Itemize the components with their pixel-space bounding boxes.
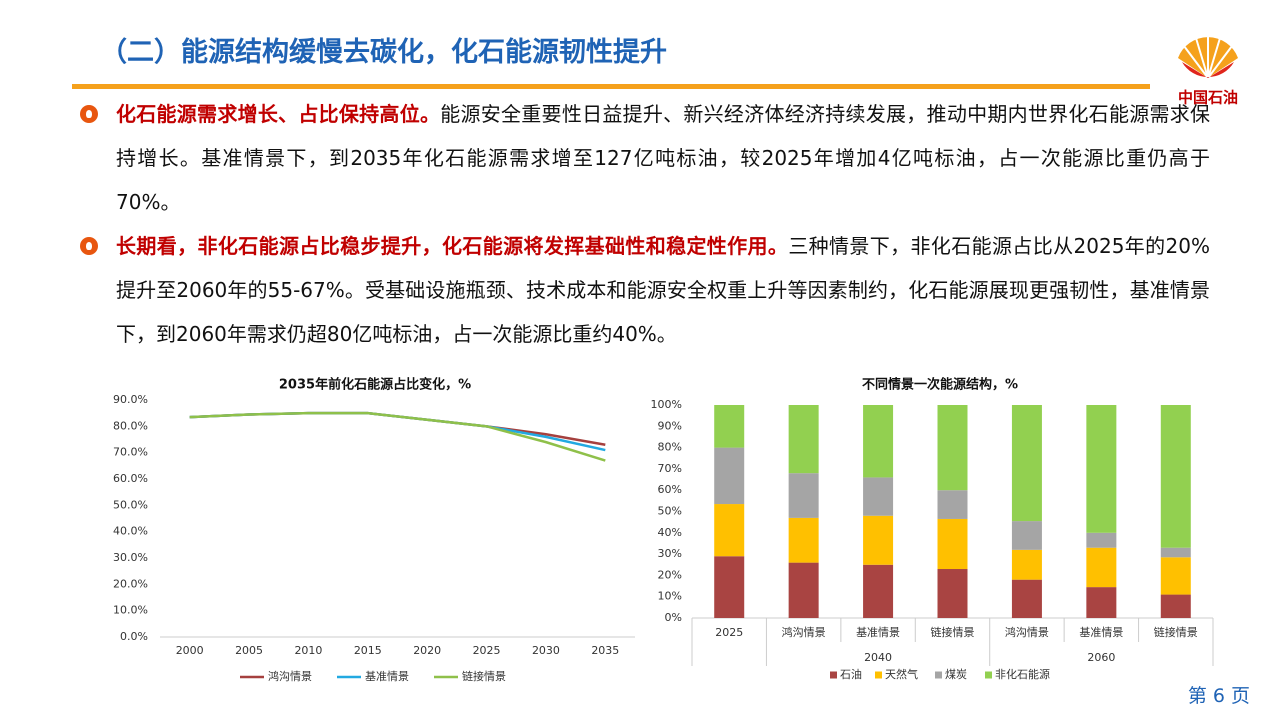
bar-segment [937, 490, 968, 519]
series-line [189, 411, 606, 446]
y-tick-label: 40.0% [113, 525, 148, 538]
legend-label: 石油 [840, 667, 862, 681]
bullet-text: 能源安全重要性日益提升、新兴经济体经济持续发展，推动中期内世界化石能源需求保持增… [116, 102, 1211, 214]
bar-segment [1160, 594, 1191, 618]
legend-label: 基准情景 [365, 670, 409, 683]
bar-segment [714, 556, 745, 618]
x-tick-label: 基准情景 [1079, 626, 1123, 639]
y-tick-label: 10.0% [113, 604, 148, 617]
y-tick-label: 70.0% [113, 446, 148, 459]
bar-segment [937, 518, 968, 570]
x-tick-label: 链接情景 [931, 625, 975, 639]
stacked-bar-chart: 不同情景一次能源结构，% 0% 10% 20% 30% 40% 50% 60% 70% 80% 90… [651, 377, 1214, 681]
logo-mark [1178, 34, 1238, 79]
bullet-highlight: 长期看，非化石能源占比稳步提升，化石能源将发挥基础性和稳定性作用。 [116, 234, 789, 258]
y-tick-label: 80.0% [113, 419, 148, 432]
bar-segment [788, 473, 819, 518]
legend-label: 天然气 [885, 667, 918, 681]
y-tick-label: 60.0% [113, 472, 148, 485]
x-tick-label: 基准情景 [856, 626, 900, 639]
bar-segment [1011, 549, 1042, 580]
bar-segment [863, 405, 894, 478]
series-line [189, 411, 606, 462]
y-tick-label: 30.0% [113, 551, 148, 564]
bar-segment [937, 405, 968, 491]
bullet: 化石能源需求增长、占比保持高位。能源安全重要性日益提升、新兴经济体经济持续发展，… [80, 92, 1210, 224]
y-tick-label: 90% [658, 419, 682, 432]
y-tick-label: 20.0% [113, 577, 148, 590]
x-tick-label: 2020 [413, 644, 441, 657]
x-tick-label: 鸿沟情景 [1005, 625, 1049, 639]
bar-segment [937, 569, 968, 618]
logo-text: 中国石油 [1178, 89, 1238, 107]
bar-segment [714, 504, 745, 557]
legend-swatch [830, 671, 837, 679]
group-label: 2040 [864, 651, 892, 664]
bar-segment [1011, 521, 1042, 550]
x-tick-label: 2000 [176, 644, 204, 657]
bar-segment [1160, 405, 1191, 548]
bar-segment [788, 517, 819, 563]
bar-segment [1160, 547, 1191, 558]
bar-segment [788, 562, 819, 618]
bar-segment [714, 405, 745, 448]
bullet-list: 化石能源需求增长、占比保持高位。能源安全重要性日益提升、新兴经济体经济持续发展，… [80, 92, 1210, 356]
line-chart: 2035年前化石能源占比变化，% 0.0% 10.0% 20.0% 30.0% 40.0%… [113, 377, 635, 683]
bar-segment [1086, 547, 1117, 588]
bar-segment [1011, 405, 1042, 522]
legend-swatch [985, 671, 992, 679]
x-tick-label: 鸿沟情景 [782, 625, 826, 639]
bar-segment [1011, 579, 1042, 618]
slide-title: （二）能源结构缓慢去碳化，化石能源韧性提升 [100, 37, 667, 68]
series-line [189, 411, 606, 452]
x-tick-label: 链接情景 [1154, 625, 1198, 639]
y-tick-label: 60% [658, 483, 682, 496]
bar-segment [863, 515, 894, 565]
legend-swatch [875, 671, 882, 679]
x-tick-label: 2035 [591, 644, 619, 657]
bar-segment [1086, 587, 1117, 618]
x-tick-label: 2025 [473, 644, 501, 657]
y-tick-label: 50% [658, 505, 682, 518]
bar-segment [863, 564, 894, 618]
bar-segment [1160, 557, 1191, 595]
x-tick-label: 2015 [354, 644, 382, 657]
chart-title: 2035年前化石能源占比变化，% [279, 377, 471, 393]
bar-segment [863, 477, 894, 516]
x-tick-label: 2025 [715, 626, 743, 639]
page-number: 第 6 页 [1187, 685, 1250, 707]
legend-swatch [935, 671, 942, 679]
chart-title: 不同情景一次能源结构，% [862, 377, 1018, 393]
y-tick-label: 10% [658, 590, 682, 603]
legend-label: 煤炭 [945, 668, 967, 681]
y-tick-label: 0.0% [120, 630, 148, 643]
bar-segment [1086, 405, 1117, 533]
bullet-text: 三种情景下，非化石能源占比从2025年的20%提升至2060年的55-67%。受… [116, 234, 1211, 346]
y-tick-label: 20% [658, 568, 682, 581]
legend-label: 非化石能源 [995, 667, 1050, 681]
x-tick-label: 2005 [235, 644, 263, 657]
y-tick-label: 90.0% [113, 393, 148, 406]
title-rule [72, 84, 1150, 89]
bar-segment [714, 447, 745, 505]
bullet-highlight: 化石能源需求增长、占比保持高位。 [116, 102, 441, 126]
bar-segment [1086, 532, 1117, 548]
legend-label: 链接情景 [462, 669, 506, 683]
y-tick-label: 70% [658, 462, 682, 475]
bar-segment [788, 405, 819, 474]
logo: 中国石油 [1178, 34, 1238, 107]
legend-label: 鸿沟情景 [268, 669, 312, 683]
y-tick-label: 40% [658, 526, 682, 539]
x-tick-label: 2010 [294, 644, 322, 657]
y-tick-label: 0% [665, 611, 682, 624]
y-tick-label: 50.0% [113, 498, 148, 511]
group-label: 2060 [1087, 651, 1115, 664]
bullet: 长期看，非化石能源占比稳步提升，化石能源将发挥基础性和稳定性作用。三种情景下，非… [80, 224, 1210, 356]
x-tick-label: 2030 [532, 644, 560, 657]
y-tick-label: 80% [658, 441, 682, 454]
y-tick-label: 100% [651, 398, 682, 411]
y-tick-label: 30% [658, 547, 682, 560]
